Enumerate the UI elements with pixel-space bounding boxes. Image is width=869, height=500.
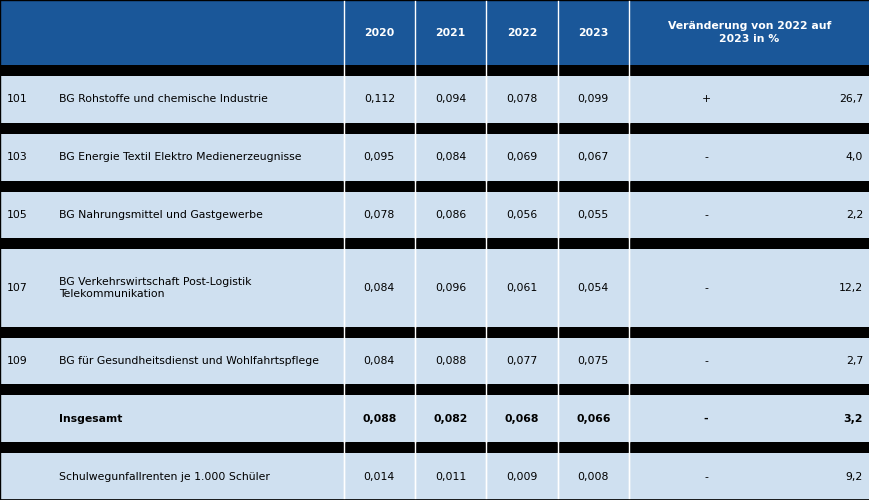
Bar	[0, 338, 869, 384]
Bar	[0, 0, 343, 65]
Text: 0,009: 0,009	[506, 472, 537, 482]
Text: BG für Gesundheitsdienst und Wohlfahrtspflege: BG für Gesundheitsdienst und Wohlfahrtsp…	[59, 356, 319, 366]
Text: 4,0: 4,0	[845, 152, 862, 162]
Bar	[0, 326, 869, 338]
Text: -: -	[703, 414, 707, 424]
Text: 0,084: 0,084	[363, 283, 395, 293]
Bar	[0, 453, 869, 500]
Text: 0,069: 0,069	[506, 152, 537, 162]
Bar	[0, 123, 869, 134]
Text: 103: 103	[7, 152, 28, 162]
Text: 0,088: 0,088	[434, 356, 466, 366]
Bar	[0, 76, 869, 123]
Bar	[0, 180, 869, 192]
Text: BG Rohstoffe und chemische Industrie: BG Rohstoffe und chemische Industrie	[59, 94, 268, 104]
Text: 0,099: 0,099	[577, 94, 608, 104]
Bar	[0, 442, 869, 453]
Text: -: -	[703, 356, 707, 366]
Bar	[0, 134, 869, 180]
Text: 12,2: 12,2	[838, 283, 862, 293]
Text: 0,075: 0,075	[577, 356, 608, 366]
Text: 101: 101	[7, 94, 28, 104]
Text: BG Verkehrswirtschaft Post-Logistik
Telekommunikation: BG Verkehrswirtschaft Post-Logistik Tele…	[59, 277, 251, 299]
Text: 105: 105	[7, 210, 28, 220]
Text: BG Energie Textil Elektro Medienerzeugnisse: BG Energie Textil Elektro Medienerzeugni…	[59, 152, 302, 162]
Text: 26,7: 26,7	[838, 94, 862, 104]
Bar	[0, 192, 869, 238]
Bar	[557, 0, 628, 65]
Text: Veränderung von 2022 auf
2023 in %: Veränderung von 2022 auf 2023 in %	[667, 22, 830, 44]
Text: 107: 107	[7, 283, 28, 293]
Text: 2023: 2023	[578, 28, 607, 38]
Text: -: -	[703, 472, 707, 482]
Bar	[0, 250, 869, 326]
Bar	[0, 396, 869, 442]
Text: 2,2: 2,2	[845, 210, 862, 220]
Text: 0,056: 0,056	[506, 210, 537, 220]
Text: 0,112: 0,112	[363, 94, 395, 104]
Text: 0,067: 0,067	[577, 152, 608, 162]
Text: 0,078: 0,078	[506, 94, 537, 104]
Text: 2022: 2022	[507, 28, 536, 38]
Text: 0,095: 0,095	[363, 152, 395, 162]
Text: 0,014: 0,014	[363, 472, 395, 482]
Text: 0,096: 0,096	[434, 283, 466, 293]
Bar	[0, 65, 869, 76]
Text: -: -	[703, 283, 707, 293]
Text: 109: 109	[7, 356, 28, 366]
Text: Insgesamt: Insgesamt	[59, 414, 123, 424]
Text: 2021: 2021	[435, 28, 465, 38]
Text: 0,054: 0,054	[577, 283, 608, 293]
Bar	[415, 0, 486, 65]
Text: -: -	[703, 210, 707, 220]
Bar	[628, 0, 869, 65]
Bar	[0, 238, 869, 250]
Bar	[486, 0, 557, 65]
Text: 0,094: 0,094	[434, 94, 466, 104]
Text: 0,078: 0,078	[363, 210, 395, 220]
Text: +: +	[700, 94, 710, 104]
Text: 3,2: 3,2	[843, 414, 862, 424]
Text: 0,084: 0,084	[363, 356, 395, 366]
Text: 0,088: 0,088	[362, 414, 396, 424]
Text: 0,061: 0,061	[506, 283, 537, 293]
Text: 2,7: 2,7	[845, 356, 862, 366]
Text: -: -	[703, 152, 707, 162]
Text: 0,011: 0,011	[434, 472, 466, 482]
Text: BG Nahrungsmittel und Gastgewerbe: BG Nahrungsmittel und Gastgewerbe	[59, 210, 262, 220]
Text: Schulwegunfallrenten je 1.000 Schüler: Schulwegunfallrenten je 1.000 Schüler	[59, 472, 269, 482]
Text: 0,077: 0,077	[506, 356, 537, 366]
Text: 0,068: 0,068	[504, 414, 539, 424]
Text: 0,084: 0,084	[434, 152, 466, 162]
Text: 0,008: 0,008	[577, 472, 608, 482]
Text: 0,086: 0,086	[434, 210, 466, 220]
Text: 0,082: 0,082	[433, 414, 468, 424]
Text: 2020: 2020	[364, 28, 394, 38]
Bar	[343, 0, 415, 65]
Text: 9,2: 9,2	[845, 472, 862, 482]
Bar	[0, 384, 869, 396]
Text: 0,066: 0,066	[575, 414, 610, 424]
Text: 0,055: 0,055	[577, 210, 608, 220]
